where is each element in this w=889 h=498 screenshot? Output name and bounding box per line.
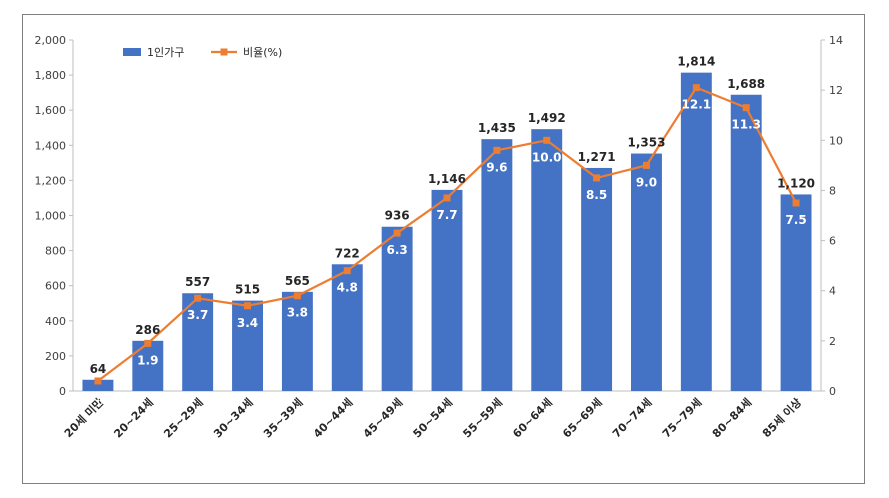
rate-value-label: 8.5	[586, 188, 607, 202]
left-tick-label: 800	[45, 245, 66, 258]
right-tick-label: 4	[829, 285, 836, 298]
legend-line-marker	[220, 48, 228, 56]
rate-marker	[742, 104, 750, 112]
bar	[232, 300, 263, 391]
bar	[331, 264, 363, 391]
x-tick-label: 25~29세	[161, 395, 206, 440]
bar	[182, 293, 214, 391]
x-tick-label: 45~49세	[360, 395, 405, 440]
combo-chart: 0 200 400 600 800 1,000 1,200 1,400 1,600 1,800 2,…	[35, 34, 844, 440]
bar-value-label: 1,271	[578, 150, 616, 164]
bar-value-label: 1,120	[777, 176, 815, 190]
left-tick-label: 600	[45, 280, 66, 293]
left-tick-label: 1,600	[35, 104, 67, 117]
rate-value-label: 3.7	[187, 308, 208, 322]
rate-value-label: 9.0	[636, 175, 657, 189]
left-tick-label: 2,000	[35, 34, 67, 47]
rate-marker	[343, 267, 351, 275]
x-tick-label: 50~54세	[410, 395, 455, 440]
right-tick-label: 2	[829, 335, 836, 348]
right-tick-label: 14	[829, 34, 843, 47]
bar-value-label: 64	[90, 362, 107, 376]
rate-value-label: 11.3	[731, 118, 761, 132]
rate-value-label: 7.5	[785, 213, 806, 227]
left-tick-label: 0	[59, 385, 66, 398]
bar-value-label: 557	[185, 275, 210, 289]
left-tick-label: 1,000	[35, 210, 67, 223]
rate-marker	[792, 199, 800, 207]
rate-value-label: 0.4	[87, 391, 108, 405]
bar	[631, 153, 662, 391]
bar-value-label: 1,146	[428, 172, 466, 186]
x-tick-label: 85세 이상	[759, 395, 804, 440]
rate-value-label: 3.4	[237, 316, 258, 330]
left-tick-label: 1,400	[35, 139, 67, 152]
chart-frame: 0 200 400 600 800 1,000 1,200 1,400 1,600 1,800 2,…	[22, 14, 865, 484]
rate-value-label: 10.0	[532, 150, 562, 164]
rate-marker	[194, 294, 202, 302]
rate-marker	[293, 292, 301, 300]
rate-marker	[543, 136, 551, 144]
rate-marker	[443, 194, 451, 202]
left-tick-label: 1,800	[35, 69, 67, 82]
bar-value-label: 1,814	[677, 55, 715, 69]
bar	[132, 340, 164, 391]
rate-marker	[593, 174, 601, 182]
rate-value-label: 4.8	[337, 281, 358, 295]
rate-marker	[94, 377, 102, 385]
x-tick-label: 70~74세	[609, 395, 654, 440]
bar-value-label: 1,492	[528, 111, 566, 125]
rate-marker	[692, 84, 700, 92]
bar	[730, 94, 762, 392]
rate-value-label: 9.6	[486, 160, 507, 174]
bar-value-label: 286	[135, 323, 160, 337]
bar-value-label: 936	[385, 209, 410, 223]
rate-marker	[144, 339, 152, 347]
bar	[531, 129, 563, 391]
bar-value-label: 565	[285, 274, 310, 288]
rate-marker	[642, 161, 650, 169]
bar	[82, 379, 114, 391]
right-tick-label: 8	[829, 184, 836, 197]
rate-value-label: 7.7	[436, 208, 457, 222]
rate-value-label: 12.1	[682, 98, 712, 112]
left-tick-label: 200	[45, 350, 66, 363]
bar	[780, 194, 812, 391]
bar-value-label: 1,435	[478, 121, 516, 135]
rate-value-label: 3.8	[287, 306, 308, 320]
bar-value-label: 515	[235, 283, 260, 297]
bar	[581, 167, 613, 391]
right-tick-label: 0	[829, 385, 836, 398]
x-tick-label: 55~59세	[460, 395, 505, 440]
rate-marker	[493, 146, 501, 154]
right-tick-label: 6	[829, 235, 836, 248]
bar-value-label: 722	[335, 246, 360, 260]
x-tick-label: 65~69세	[559, 395, 604, 440]
rate-marker	[244, 302, 252, 310]
bar	[431, 189, 463, 391]
legend-bar-label: 1인가구	[147, 46, 184, 59]
x-tick-label: 80~84세	[709, 395, 754, 440]
left-tick-label: 400	[45, 315, 66, 328]
legend-bar-swatch	[123, 48, 141, 56]
x-tick-label: 60~64세	[510, 395, 555, 440]
bar	[481, 139, 513, 391]
x-tick-label: 30~34세	[210, 395, 255, 440]
left-tick-label: 1,200	[35, 174, 67, 187]
x-tick-label: 40~44세	[310, 395, 355, 440]
x-tick-label: 75~79세	[659, 395, 704, 440]
x-tick-label: 35~39세	[260, 395, 305, 440]
bar-value-label: 1,353	[627, 136, 665, 150]
bar	[680, 72, 712, 391]
x-tick-label: 20~24세	[111, 395, 156, 440]
rate-value-label: 1.9	[137, 353, 158, 367]
legend-line-label: 비율(%)	[243, 46, 282, 59]
bar-value-label: 1,688	[727, 77, 765, 91]
rate-value-label: 6.3	[387, 243, 408, 257]
rate-marker	[393, 229, 401, 237]
bar	[381, 226, 413, 391]
bar	[281, 291, 313, 391]
right-tick-label: 10	[829, 134, 843, 147]
right-tick-label: 12	[829, 84, 843, 97]
